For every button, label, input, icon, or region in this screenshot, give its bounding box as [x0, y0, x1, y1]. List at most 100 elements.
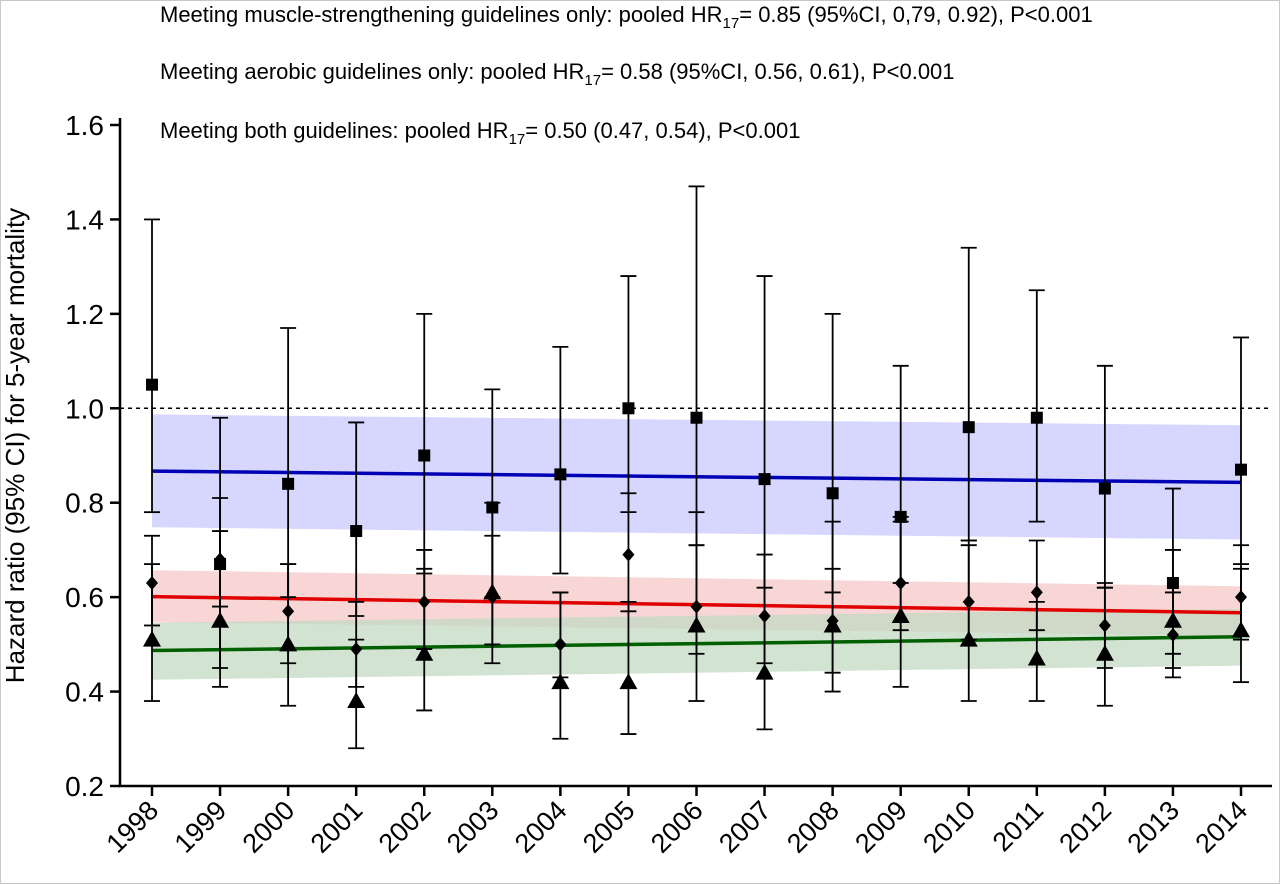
annotation-subscript: 17	[584, 72, 601, 89]
x-tick-label: 2003	[441, 795, 505, 859]
square-marker	[1235, 463, 1247, 476]
diamond-marker	[622, 547, 635, 562]
triangle-marker	[1232, 621, 1250, 638]
square-marker	[1030, 411, 1043, 424]
square-marker	[826, 487, 839, 500]
x-tick-label: 2006	[645, 795, 709, 859]
triangle-marker	[619, 673, 638, 690]
square-marker	[418, 449, 431, 462]
triangle-marker	[143, 630, 161, 647]
square-marker	[282, 477, 295, 490]
annotation-subscript: 17	[509, 131, 526, 148]
annotations: Meeting muscle-strengthening guidelines …	[160, 2, 1093, 148]
x-tick-label: 2014	[1190, 795, 1254, 859]
annotation-line: Meeting aerobic guidelines only: pooled …	[160, 59, 955, 89]
annotation-text: = 0.85 (95%CI, 0,79, 0.92), P<0.001	[739, 2, 1092, 27]
x-tick-label: 2009	[849, 795, 913, 859]
square-marker	[622, 402, 635, 415]
x-tick-label: 2011	[987, 795, 1049, 857]
y-tick-label: 1.0	[65, 393, 104, 424]
x-tick-label: 2010	[917, 795, 981, 859]
square-marker	[962, 421, 975, 434]
y-tick-label: 0.6	[65, 582, 104, 613]
square-marker	[554, 468, 567, 481]
annotation-subscript: 17	[723, 15, 740, 32]
triangle-marker	[279, 635, 298, 652]
x-tick-label: 2004	[509, 795, 573, 859]
x-tick-label: 2008	[781, 795, 845, 859]
x-tick-label: 2001	[305, 795, 369, 859]
diamond-marker	[282, 604, 295, 619]
error-bar-triangle	[280, 563, 297, 707]
diamond-marker	[690, 599, 703, 614]
y-tick-label: 1.4	[65, 204, 104, 235]
diamond-marker	[1030, 585, 1043, 600]
annotation-line: Meeting both guidelines: pooled HR17= 0.…	[160, 118, 800, 148]
x-tick-label: 1999	[169, 795, 233, 859]
annotation-line: Meeting muscle-strengthening guidelines …	[160, 2, 1093, 32]
diamond-marker	[214, 552, 227, 567]
annotation-text: Meeting aerobic guidelines only: pooled …	[160, 59, 584, 84]
error-bar-square	[144, 218, 160, 514]
error-bar-triangle	[756, 553, 773, 731]
triangle-marker	[347, 692, 366, 709]
diamond-marker	[1098, 618, 1111, 633]
error-bar-triangle	[1096, 582, 1113, 707]
x-tick-label: 1998	[101, 795, 165, 859]
square-marker	[350, 525, 363, 538]
diamond-marker	[146, 575, 158, 590]
triangle-marker	[687, 616, 706, 633]
annotation-text: = 0.50 (0.47, 0.54), P<0.001	[525, 118, 800, 143]
error-bar-triangle	[960, 544, 977, 702]
square-marker	[486, 501, 499, 514]
triangle-marker	[415, 644, 434, 661]
y-tick-label: 1.6	[65, 110, 104, 141]
triangle-marker	[755, 663, 774, 680]
diamond-marker	[962, 594, 975, 609]
y-tick-label: 0.4	[65, 677, 104, 708]
x-tick-label: 2005	[577, 795, 641, 859]
diamond-marker	[1166, 627, 1179, 642]
y-tick-label: 1.2	[65, 299, 104, 330]
diamond-marker	[350, 642, 363, 657]
triangle-marker	[1163, 611, 1182, 628]
x-tick-label: 2000	[237, 795, 301, 859]
diamond-marker	[554, 637, 567, 652]
triangle-marker	[1095, 644, 1114, 661]
diamond-marker	[758, 609, 771, 624]
diamond-marker	[1235, 590, 1247, 605]
x-tick-label: 2007	[713, 795, 777, 859]
x-tick-label: 2012	[1053, 795, 1117, 859]
square-marker	[894, 510, 907, 523]
diamond-marker	[418, 594, 431, 609]
annotation-text: Meeting both guidelines: pooled HR	[160, 118, 509, 143]
error-bar-triangle	[824, 520, 841, 693]
triangle-marker	[483, 583, 502, 600]
triangle-marker	[891, 607, 910, 624]
triangle-marker	[551, 673, 570, 690]
square-marker	[146, 378, 158, 391]
annotation-text: = 0.58 (95%CI, 0.56, 0.61), P<0.001	[601, 59, 954, 84]
error-bar-triangle	[552, 591, 569, 740]
x-tick-label: 2002	[373, 795, 437, 859]
triangle-marker	[211, 611, 230, 628]
data-markers	[143, 378, 1250, 709]
y-tick-label: 0.2	[65, 771, 104, 802]
triangle-marker	[823, 616, 842, 633]
error-bar-triangle	[620, 600, 637, 735]
square-marker	[1166, 576, 1179, 589]
annotation-text: Meeting muscle-strengthening guidelines …	[160, 2, 723, 27]
triangle-marker	[959, 630, 978, 647]
square-marker	[1098, 482, 1111, 495]
square-marker	[690, 411, 703, 424]
y-tick-label: 0.8	[65, 488, 104, 519]
error-bar-square	[1028, 289, 1045, 523]
error-bar-triangle	[416, 567, 433, 712]
diamond-marker	[894, 575, 907, 590]
x-tick-label: 2013	[1121, 795, 1185, 859]
error-bar-square	[552, 346, 569, 575]
y-axis-label: Hazard ratio (95% CI) for 5-year mortali…	[0, 208, 30, 683]
triangle-marker	[1027, 649, 1046, 666]
square-marker	[758, 473, 771, 486]
